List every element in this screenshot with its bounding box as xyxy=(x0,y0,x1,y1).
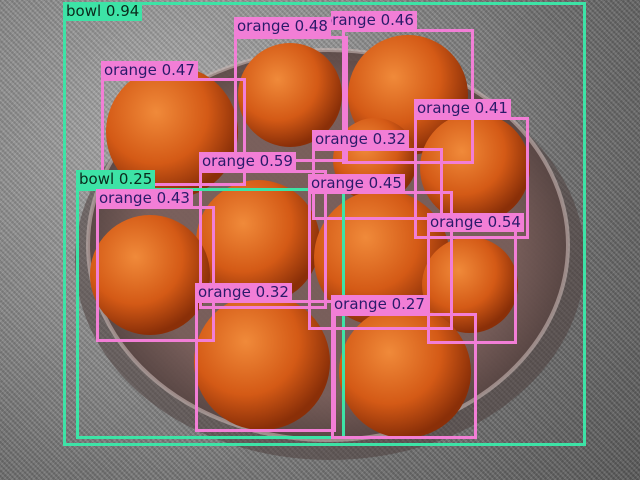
detection-label: orange 0.59 xyxy=(199,152,296,171)
orange-fruit xyxy=(90,215,210,335)
label-class: orange xyxy=(104,61,157,79)
label-score: 0.48 xyxy=(294,17,328,35)
orange-fruit xyxy=(196,180,320,304)
label-score: 0.25 xyxy=(118,170,153,188)
label-class: orange xyxy=(311,174,364,192)
label-class: orange xyxy=(202,152,255,170)
label-score: 0.46 xyxy=(380,11,414,29)
detection-box xyxy=(414,117,529,239)
detection-label: bowl 0.94 xyxy=(63,2,143,21)
orange-fruit xyxy=(422,237,518,333)
label-class: orange xyxy=(237,17,290,35)
orange-fruit xyxy=(339,306,471,438)
label-score: 0.47 xyxy=(161,61,195,79)
label-class: orange xyxy=(430,213,483,231)
label-score: 0.41 xyxy=(474,99,508,117)
label-class: bowl xyxy=(66,2,102,20)
label-score: 0.32 xyxy=(255,283,289,301)
label-score: 0.27 xyxy=(391,295,425,313)
label-class: orange xyxy=(331,11,376,29)
orange-fruit xyxy=(194,294,330,430)
bowl-rim xyxy=(86,48,570,442)
detection-label: orange 0.45 xyxy=(308,174,405,193)
detection-label: orange 0.54 xyxy=(427,213,524,232)
label-class: orange xyxy=(315,130,368,148)
detection-label: orange 0.48 xyxy=(234,17,331,36)
detection-label: orange 0.47 xyxy=(101,61,198,80)
detection-box xyxy=(331,313,477,439)
label-score: 0.45 xyxy=(368,174,402,192)
detection-box xyxy=(195,300,336,432)
label-class: orange xyxy=(198,283,251,301)
detection-label: orange 0.43 xyxy=(96,189,193,208)
detection-box xyxy=(342,29,474,164)
label-score: 0.94 xyxy=(105,2,140,20)
label-class: orange xyxy=(334,295,387,313)
detection-label: orange 0.46 xyxy=(331,11,417,30)
label-class: orange xyxy=(417,99,470,117)
label-score: 0.54 xyxy=(487,213,521,231)
label-class: orange xyxy=(99,189,152,207)
detection-label: orange 0.32 xyxy=(195,283,292,302)
label-score: 0.43 xyxy=(156,189,190,207)
detection-label: orange 0.32 xyxy=(312,130,409,149)
label-class: bowl xyxy=(79,170,115,188)
detection-label: orange 0.27 xyxy=(331,295,428,314)
label-score: 0.32 xyxy=(372,130,406,148)
detection-box xyxy=(199,170,327,309)
detection-label: orange 0.41 xyxy=(414,99,511,118)
label-score: 0.59 xyxy=(259,152,293,170)
orange-fruit xyxy=(238,43,342,147)
orange-fruit xyxy=(420,113,530,223)
detection-box xyxy=(63,2,586,446)
detection-label: bowl 0.25 xyxy=(76,170,156,189)
